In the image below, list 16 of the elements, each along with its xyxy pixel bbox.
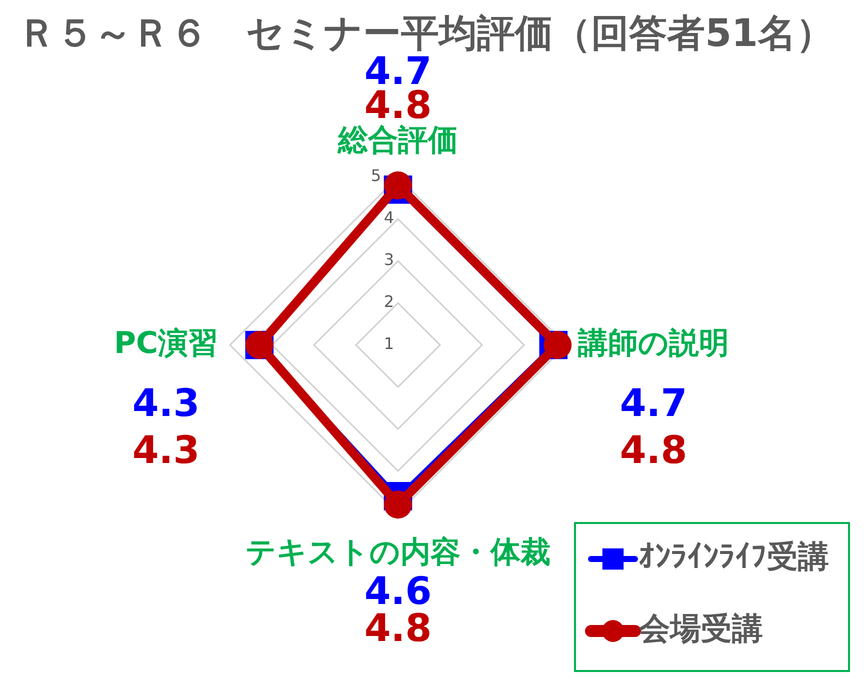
- spoke-label: 総合評価: [337, 122, 458, 158]
- data-label: 4.8: [620, 428, 688, 472]
- data-label: 4.7: [620, 380, 688, 425]
- legend-label: ｵﾝﾗｲﾝﾗｲﾌ受講: [639, 539, 829, 576]
- y-tick-label: 2: [384, 292, 394, 312]
- spoke-label: PC演習: [114, 326, 218, 361]
- y-tick-label: 1: [384, 334, 394, 354]
- legend-label: 会場受講: [638, 611, 763, 648]
- y-tick-label: 5: [370, 166, 381, 186]
- data-label: 4.3: [132, 380, 200, 425]
- y-tick-label: 4: [384, 208, 394, 228]
- spoke-label: 講師の説明: [577, 326, 729, 361]
- data-label: 4.3: [132, 428, 200, 472]
- spoke-label: テキストの内容・体裁: [246, 534, 550, 570]
- chart-title: Ｒ５～Ｒ６ セミナー平均評価（回答者51名）: [18, 10, 834, 55]
- y-tick-label: 3: [384, 250, 394, 270]
